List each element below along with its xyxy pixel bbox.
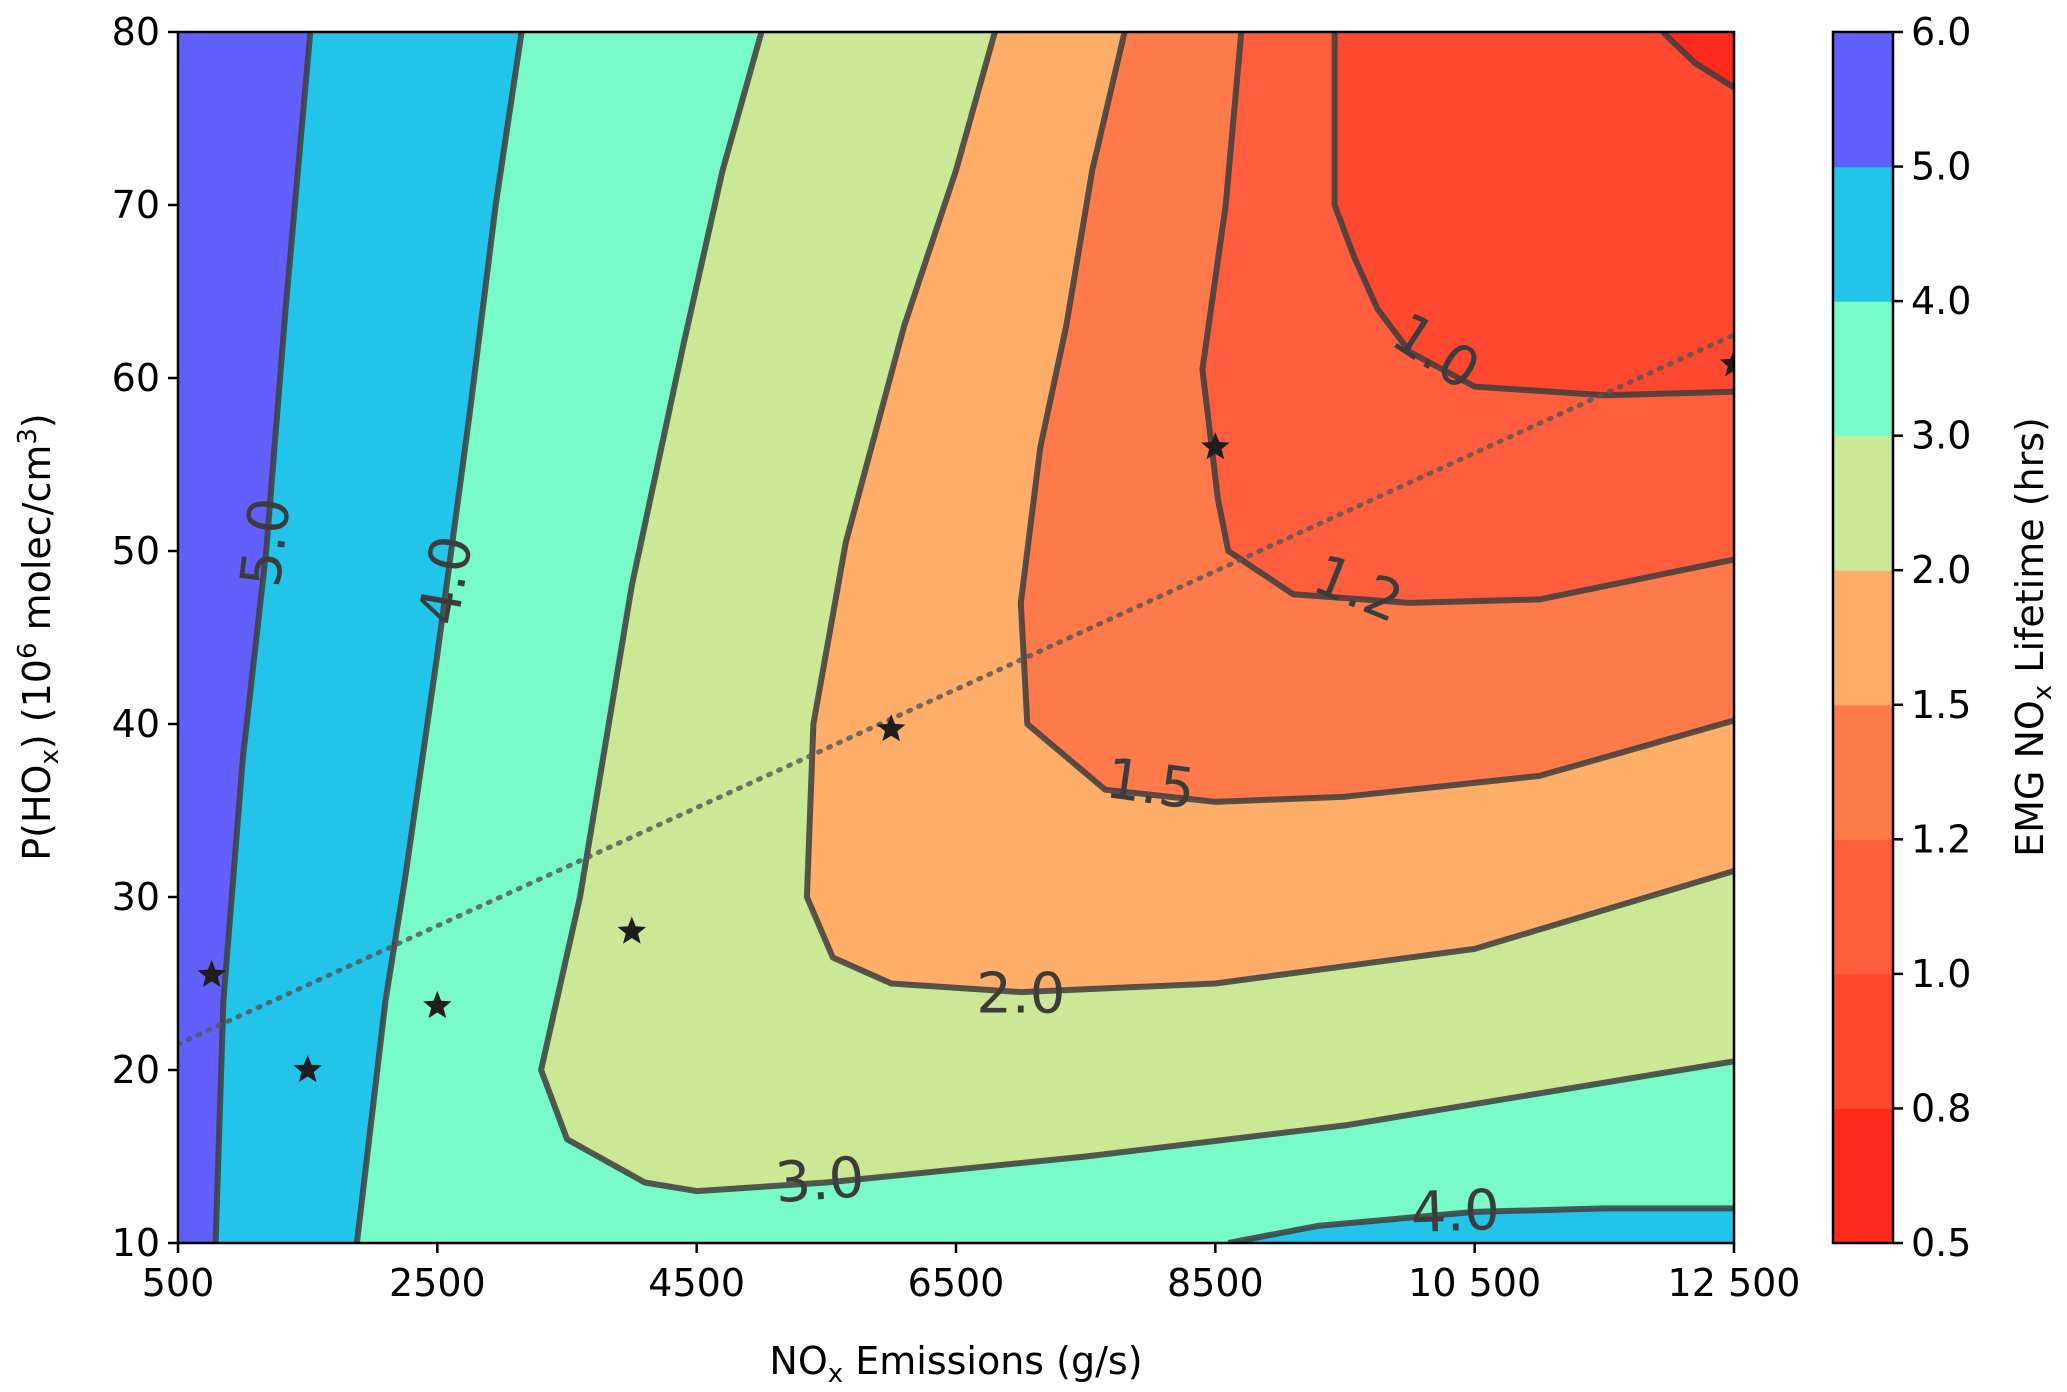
colorbar-band [1833, 973, 1893, 1110]
contour-line-0-8 [1660, 32, 1734, 90]
colorbar-tick-label: 6.0 [1911, 10, 1971, 54]
colorbar-band [1833, 570, 1893, 706]
colorbar-band [1833, 839, 1893, 975]
contour-line-4-0 [353, 32, 525, 1243]
star-marker [1201, 432, 1230, 460]
x-tick-label: 6500 [908, 1261, 1005, 1305]
contour-line-5-0 [212, 32, 314, 1243]
colorbar-tick-label: 4.0 [1911, 279, 1971, 323]
y-tick-label: 50 [112, 529, 160, 573]
y-tick-label: 80 [112, 10, 160, 54]
region-0-8-to-1-0 [1334, 32, 1734, 396]
x-tick-label: 4500 [648, 1261, 745, 1305]
colorbar-tick-label: 5.0 [1911, 145, 1971, 189]
x-tick-label: 8500 [1167, 1261, 1264, 1305]
contour-line-1-2 [1199, 32, 1734, 606]
y-axis-label: P(HOx) (106 molec/cm3) [13, 413, 65, 861]
star-marker [293, 1055, 322, 1083]
x-axis-label: NOx Emissions (g/s) [769, 1339, 1142, 1389]
star-marker [876, 714, 906, 742]
contour-label: 4.0 [407, 531, 486, 630]
colorbar-band [1833, 166, 1893, 302]
y-tick-label: 60 [112, 356, 160, 400]
contour-label: 4.0 [1410, 1178, 1501, 1246]
region-4-0-to-5-0-lower [1228, 1208, 1734, 1243]
contour-label: 1.5 [1102, 746, 1199, 823]
contour-lines [212, 32, 1734, 1243]
colorbar-tick-label: 0.8 [1911, 1086, 1971, 1130]
x-tick-label: 500 [142, 1261, 215, 1305]
fit-line [178, 332, 1734, 1047]
contour-fills [178, 32, 1734, 1243]
contour-line-1-0 [1331, 32, 1734, 399]
contour-line-3-0 [538, 32, 1734, 1195]
x-tick-label: 10 500 [1408, 1261, 1541, 1305]
colorbar-label: EMG NOx Lifetime (hrs) [2008, 417, 2058, 857]
x-tick-label: 2500 [389, 1261, 486, 1305]
star-marker [423, 991, 452, 1019]
colorbar-band [1833, 704, 1893, 840]
colorbar-frame [1831, 30, 1895, 1245]
contour-label: 3.0 [773, 1145, 866, 1216]
colorbar-tick-label: 3.0 [1911, 414, 1971, 458]
x-axis-ticks: 500 2500 4500 6500 8500 10 500 12 500 [142, 1243, 1801, 1305]
colorbar-band [1833, 32, 1893, 168]
colorbar-band [1833, 1108, 1893, 1244]
contour-line-1-5 [1017, 32, 1734, 805]
colorbar-tick-label: 1.0 [1911, 952, 1971, 996]
star-marker [1719, 349, 1734, 377]
colorbar-tick-label: 1.5 [1911, 683, 1971, 727]
colorbar-ticks: 0.5 0.8 1.0 1.2 1.5 2.0 3.0 4.0 5.0 6.0 [1893, 10, 1971, 1265]
colorbar-tick-label: 2.0 [1911, 548, 1971, 592]
y-tick-label: 30 [112, 875, 160, 919]
contour-line-4-0 [1227, 1205, 1734, 1243]
y-tick-label: 20 [112, 1048, 160, 1092]
x-tick-label: 12 500 [1668, 1261, 1801, 1305]
star-marker [197, 959, 226, 987]
colorbar-tick-label: 0.5 [1911, 1221, 1971, 1265]
star-markers [197, 349, 1734, 1083]
y-tick-label: 10 [112, 1221, 160, 1265]
colorbar-band [1833, 301, 1893, 437]
contour-label: 2.0 [976, 961, 1065, 1026]
contour-line-2-0 [803, 32, 1734, 996]
contour-label: 5.0 [229, 494, 304, 590]
colorbar-band [1833, 435, 1893, 571]
fit-line-dotted [178, 332, 1734, 1047]
plot-area: 1.01.21.52.03.0 4.04.05.0 [178, 32, 1734, 1246]
colorbar [1831, 30, 1895, 1245]
star-marker [617, 916, 647, 944]
y-tick-label: 70 [112, 183, 160, 227]
y-axis-ticks: 10 20 30 40 50 60 70 80 [112, 10, 178, 1265]
y-tick-label: 40 [112, 702, 160, 746]
colorbar-tick-label: 1.2 [1911, 817, 1971, 861]
